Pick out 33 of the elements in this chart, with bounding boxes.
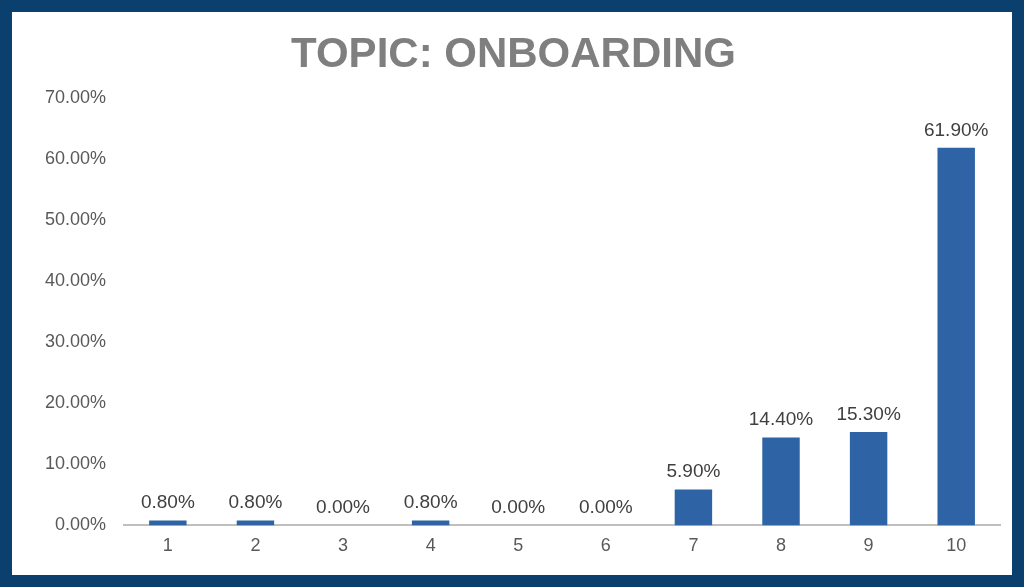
data-label: 0.80% [403,491,458,513]
y-tick-label: 60.00% [44,148,107,169]
x-tick-label: 10 [946,535,967,556]
data-label: 0.80% [140,491,195,513]
data-label: 0.80% [228,491,283,513]
y-tick-label: 20.00% [44,392,107,413]
x-tick-label: 9 [863,535,874,556]
x-tick-label: 5 [513,535,524,556]
x-tick-label: 6 [600,535,611,556]
data-label: 15.30% [836,402,901,424]
bar [674,489,713,526]
y-tick-label: 0.00% [55,514,107,535]
chart-title: TOPIC: ONBOARDING [291,28,736,76]
y-tick-label: 40.00% [44,270,107,291]
x-tick-label: 4 [425,535,436,556]
data-label: 0.00% [578,496,633,518]
data-label: 5.90% [666,460,721,482]
x-tick-label: 3 [338,535,349,556]
data-label: 61.90% [923,118,989,140]
y-tick-label: 50.00% [44,209,107,230]
x-tick-label: 1 [162,535,173,556]
x-tick-label: 2 [250,535,261,556]
data-label: 14.40% [748,408,814,430]
bar [849,432,888,526]
bar [937,147,975,526]
data-label: 0.00% [316,496,371,518]
data-label: 0.00% [491,496,546,518]
y-tick-label: 70.00% [44,87,107,108]
y-tick-label: 30.00% [44,331,107,352]
y-tick-label: 10.00% [44,453,107,474]
bar [762,437,800,526]
x-tick-label: 7 [688,535,699,556]
x-tick-label: 8 [776,535,787,556]
